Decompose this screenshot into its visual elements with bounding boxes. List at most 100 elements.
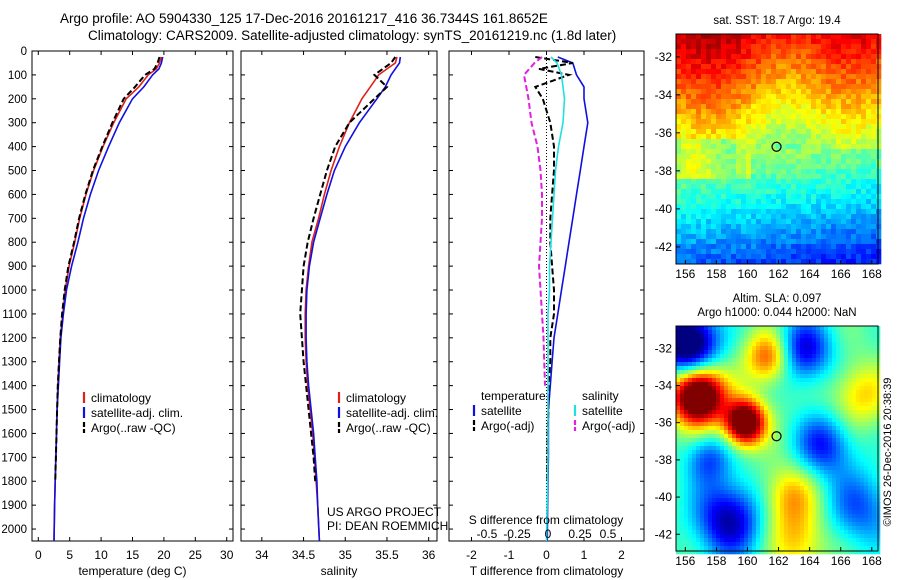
sst_map-x-tick-label: 166: [831, 267, 851, 281]
sla_map-cell: [740, 498, 745, 503]
sla_map-cell: [872, 378, 877, 383]
sst_map-y-tick-label: -42: [655, 240, 673, 254]
sla_map-cell: [848, 430, 853, 435]
sla_map-cell: [840, 414, 845, 419]
temperature-legend-label: satellite-adj. clim.: [91, 406, 183, 420]
sla_map-cell: [688, 502, 693, 507]
sst_map-cell: [846, 174, 852, 180]
sst_map-cell: [691, 44, 697, 50]
sla_map-cell: [784, 414, 789, 419]
sst_map-cell: [791, 154, 797, 160]
sla_map-cell: [720, 338, 725, 343]
sla_map-cell: [692, 442, 697, 447]
sst_map-cell: [876, 204, 882, 210]
sla_map-cell: [832, 518, 837, 523]
sla_map-cell: [860, 534, 865, 539]
sla_map-cell: [848, 462, 853, 467]
sla_map-cell: [728, 494, 733, 499]
sst_map-cell: [696, 249, 702, 255]
sla_map-cell: [712, 386, 717, 391]
sla_map-cell: [728, 534, 733, 539]
sla_map-cell: [836, 430, 841, 435]
sst_map-cell: [746, 69, 752, 75]
sst_map-cell: [731, 229, 737, 235]
sla_map-cell: [756, 374, 761, 379]
sla_map-cell: [704, 398, 709, 403]
sst_map-cell: [866, 199, 872, 205]
sla_map-cell: [820, 338, 825, 343]
sla_map-cell: [768, 534, 773, 539]
sst_map-cell: [736, 94, 742, 100]
sst_map-cell: [716, 194, 722, 200]
sla_map-cell: [688, 338, 693, 343]
sst_map-cell: [731, 119, 737, 125]
sla_map-cell: [708, 466, 713, 471]
sla_map-cell: [840, 446, 845, 451]
sst_map-cell: [876, 234, 882, 240]
sla_map-cell: [756, 410, 761, 415]
sst_map-cell: [861, 179, 867, 185]
sla_map-cell: [732, 370, 737, 375]
sla_map-cell: [736, 398, 741, 403]
sst_map-cell: [841, 234, 847, 240]
sla_map-cell: [836, 446, 841, 451]
sla_map-cell: [800, 510, 805, 515]
sla_map-cell: [852, 530, 857, 535]
sla_map-cell: [852, 514, 857, 519]
sst_map-cell: [736, 199, 742, 205]
sla_map-cell: [840, 410, 845, 415]
sla_map-cell: [680, 546, 685, 551]
sst_map-cell: [761, 44, 767, 50]
sst_map-cell: [736, 109, 742, 115]
sst_map-cell: [691, 109, 697, 115]
sst_map-cell: [856, 84, 862, 90]
sla_map-cell: [860, 402, 865, 407]
sla_map-cell: [688, 494, 693, 499]
sla_map-cell: [736, 534, 741, 539]
sla_map-cell: [676, 542, 681, 547]
sla_map-cell: [708, 374, 713, 379]
sst_map-cell: [726, 154, 732, 160]
sla_map-cell: [680, 426, 685, 431]
sla_map-cell: [868, 394, 873, 399]
sst_map-cell: [836, 84, 842, 90]
sla_map-cell: [808, 490, 813, 495]
sla_map-cell: [692, 398, 697, 403]
sst_map-cell: [681, 184, 687, 190]
sst_map-cell: [811, 114, 817, 120]
sla_map-cell: [708, 410, 713, 415]
sst_map-cell: [876, 89, 882, 95]
sst_map-cell: [681, 139, 687, 145]
sst_map-cell: [761, 34, 767, 40]
sst_map-cell: [701, 214, 707, 220]
sst_map-cell: [806, 44, 812, 50]
sla_map-cell: [732, 378, 737, 383]
sst_map-cell: [711, 244, 717, 250]
sst_map-cell: [761, 49, 767, 55]
sst_map-cell: [681, 109, 687, 115]
sla_map-cell: [768, 382, 773, 387]
sst_map-cell: [811, 189, 817, 195]
sla_map-cell: [808, 466, 813, 471]
sla_map-cell: [808, 542, 813, 547]
sst_map-cell: [711, 199, 717, 205]
sla_map-cell: [832, 386, 837, 391]
sla_map-cell: [692, 394, 697, 399]
sla_map-cell: [828, 354, 833, 359]
sst_map-cell: [741, 124, 747, 130]
sla_map-cell: [840, 422, 845, 427]
sst_map-cell: [741, 79, 747, 85]
sla_map-cell: [808, 438, 813, 443]
sla_map-cell: [796, 426, 801, 431]
sst_map-cell: [861, 134, 867, 140]
sst_map-cell: [871, 249, 877, 255]
sst_map-cell: [791, 44, 797, 50]
sla_map-cell: [740, 474, 745, 479]
sla_map-cell: [692, 426, 697, 431]
sla_map-cell: [828, 514, 833, 519]
sst_map-cell: [706, 59, 712, 65]
sst_map-cell: [676, 169, 682, 175]
sst_map-cell: [791, 224, 797, 230]
sla_map-cell: [684, 378, 689, 383]
sla_map-cell: [808, 454, 813, 459]
